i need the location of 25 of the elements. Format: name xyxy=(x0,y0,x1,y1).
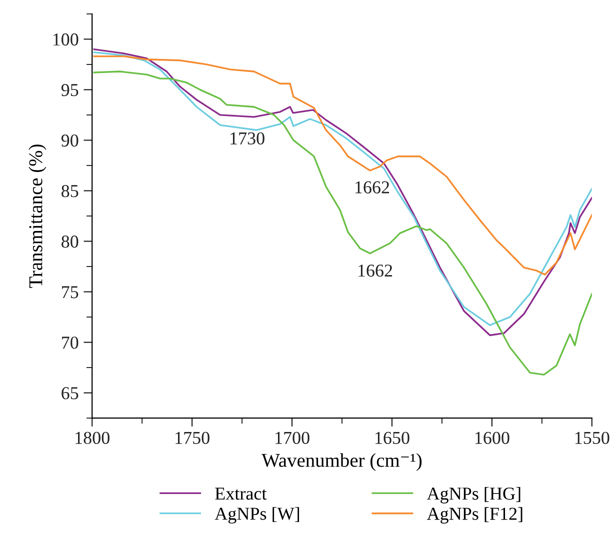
x-tick-label: 1750 xyxy=(176,432,210,444)
annotation: 1662 xyxy=(356,181,390,194)
legend-label: AgNPs [HG] xyxy=(426,487,520,504)
y-axis-title: Transmittance (%) xyxy=(28,144,46,288)
x-tick-label: 1800 xyxy=(76,432,110,444)
y-tick-label: 70 xyxy=(62,336,78,349)
line-series xyxy=(93,56,592,276)
legend-label: Extract xyxy=(215,488,267,500)
x-tick-label: 1700 xyxy=(276,432,310,444)
legend-label: AgNPs [F12] xyxy=(426,507,522,524)
y-tick-label: 65 xyxy=(62,387,78,400)
x-tick-label: 1550 xyxy=(575,432,610,444)
y-tick-label: 75 xyxy=(62,286,78,298)
y-tick-label: 90 xyxy=(61,134,78,147)
line-series xyxy=(93,70,592,376)
y-tick-label: 85 xyxy=(62,185,78,198)
annotation: 1730 xyxy=(230,132,264,145)
y-tick-label: 80 xyxy=(62,236,78,248)
x-tick-label: 1600 xyxy=(475,432,510,444)
y-tick-label: 100 xyxy=(53,33,78,46)
x-axis-title: Wavenumber (cm⁻¹) xyxy=(262,453,422,471)
annotation: 1662 xyxy=(358,264,392,277)
legend-label: AgNPs [W] xyxy=(214,507,300,524)
y-tick-label: 95 xyxy=(61,84,78,96)
x-tick-label: 1650 xyxy=(376,432,410,444)
